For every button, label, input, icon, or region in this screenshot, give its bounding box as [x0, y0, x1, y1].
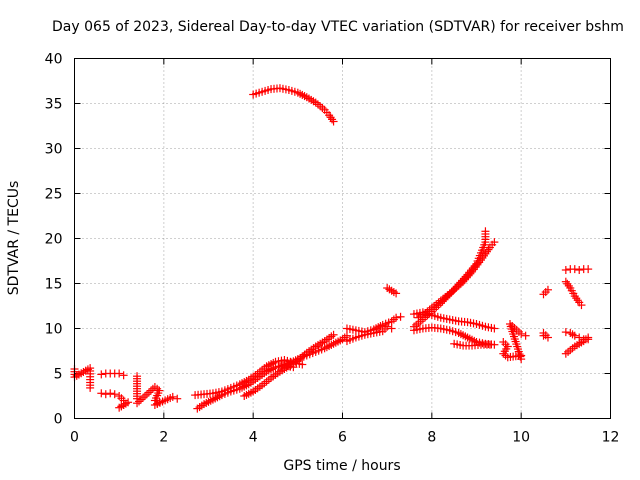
data-points [70, 84, 593, 413]
data-point [168, 392, 177, 401]
data-point [517, 329, 526, 338]
data-point [97, 370, 106, 379]
data-point [392, 289, 401, 298]
data-point [481, 227, 490, 236]
data-point-fill [140, 392, 149, 400]
grid [74, 58, 611, 419]
data-point [485, 340, 494, 349]
data-point [133, 399, 142, 408]
data-point [561, 266, 570, 274]
data-point [543, 333, 552, 342]
data-point [86, 383, 95, 392]
y-axis-label: SDTVAR / TECUs [6, 181, 22, 296]
data-point [110, 390, 119, 399]
data-point [329, 330, 338, 339]
x-tick-label: 8 [427, 430, 436, 446]
data-point [106, 389, 115, 398]
data-point [459, 277, 468, 286]
data-point [539, 331, 548, 340]
y-tick-label: 15 [45, 277, 63, 293]
data-point [387, 324, 396, 333]
data-point [119, 401, 128, 409]
data-point [584, 333, 593, 342]
data-point-fill [138, 393, 147, 402]
x-axis-label: GPS time / hours [283, 458, 400, 474]
data-point [584, 265, 593, 274]
data-point-fill [135, 397, 144, 406]
data-point [570, 331, 579, 340]
data-point [298, 360, 307, 369]
data-point [543, 285, 552, 294]
data-point-fill [462, 273, 471, 282]
plot-frame [74, 58, 611, 419]
data-point-fill [142, 390, 151, 399]
data-point [173, 394, 182, 403]
x-tick-label: 10 [512, 430, 530, 446]
data-point [97, 389, 106, 398]
y-tick-label: 0 [54, 412, 63, 428]
data-point [490, 324, 499, 333]
axis-ticks: 0 2 4 6 8 10 12 0 5 10 15 20 25 30 35 40 [45, 52, 620, 446]
x-tick-label: 4 [249, 430, 258, 446]
y-tick-label: 40 [45, 52, 63, 68]
y-tick-label: 20 [45, 232, 63, 248]
data-point-fill [137, 395, 146, 404]
x-tick-label: 0 [70, 430, 79, 446]
data-point [329, 117, 338, 126]
data-point [570, 265, 579, 274]
data-point [575, 266, 584, 274]
data-point-fill [460, 275, 469, 284]
data-point [577, 301, 586, 310]
data-point [119, 371, 128, 380]
y-tick-label: 35 [45, 97, 63, 113]
data-point-fill [466, 269, 475, 278]
y-tick-label: 5 [54, 367, 63, 383]
data-point [396, 312, 405, 321]
x-tick-label: 6 [338, 430, 347, 446]
y-tick-label: 10 [45, 322, 63, 338]
x-tick-label: 12 [602, 430, 620, 446]
data-point-fill [144, 388, 153, 397]
x-tick-label: 2 [159, 430, 168, 446]
data-point-fill [464, 271, 473, 280]
y-tick-label: 25 [45, 187, 63, 203]
data-point [521, 331, 530, 340]
data-point [490, 238, 499, 247]
chart-title: Day 065 of 2023, Sidereal Day-to-day VTE… [52, 19, 624, 35]
data-point [101, 390, 110, 399]
data-point [561, 328, 570, 337]
data-point [392, 313, 401, 322]
data-point-fill [146, 386, 155, 395]
y-tick-label: 30 [45, 142, 63, 158]
data-point [115, 369, 124, 378]
data-point [383, 322, 392, 331]
